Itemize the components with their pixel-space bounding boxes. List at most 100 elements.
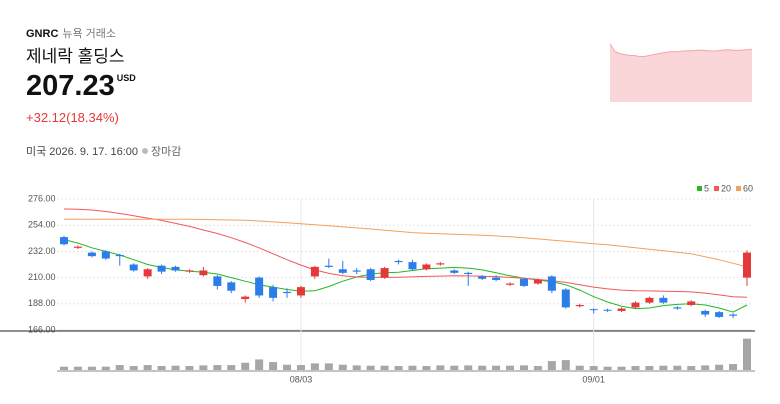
volume-bar xyxy=(701,365,710,370)
volume-bar xyxy=(492,365,501,370)
candle-body xyxy=(478,276,487,279)
volume-bar xyxy=(561,360,570,370)
candle-body xyxy=(380,268,389,278)
volume-bar xyxy=(450,365,459,370)
volume-bar xyxy=(157,366,166,370)
candle-body xyxy=(617,308,626,311)
ma-line xyxy=(64,218,748,268)
candle-body xyxy=(687,301,696,305)
volume-bar xyxy=(338,364,347,370)
candle-body xyxy=(436,263,445,265)
legend-label: 5 xyxy=(704,183,709,193)
candle-body xyxy=(60,237,68,245)
intraday-line xyxy=(609,43,753,57)
y-tick-label: 232.00 xyxy=(28,246,56,256)
candle-body xyxy=(199,270,208,276)
currency: USD xyxy=(116,73,136,83)
candle-body xyxy=(310,266,319,277)
exchange: 뉴욕 거래소 xyxy=(62,28,117,40)
volume-bar xyxy=(631,366,640,370)
volume-bar xyxy=(171,365,180,370)
volume-bar xyxy=(408,365,417,370)
candle-body xyxy=(533,279,542,284)
candle-body xyxy=(575,304,584,307)
volume-bar xyxy=(199,365,208,370)
market-status: 장마감 xyxy=(150,146,182,158)
volume-bar xyxy=(729,364,738,370)
volume-bar xyxy=(687,366,696,370)
y-tick-label: 276.00 xyxy=(28,193,56,203)
candle-body xyxy=(185,270,194,272)
candle-body xyxy=(673,307,682,309)
legend-label: 60 xyxy=(743,183,753,193)
candle-body xyxy=(115,254,124,257)
ma-line xyxy=(63,239,748,313)
volume-bar xyxy=(589,366,598,370)
candle-body xyxy=(324,265,333,267)
legend-swatch xyxy=(697,186,702,191)
intraday-area xyxy=(610,43,752,102)
candle-body xyxy=(129,264,138,271)
candle-body xyxy=(743,252,751,278)
candle-body xyxy=(255,277,264,296)
legend-swatch xyxy=(714,186,720,191)
candle-body xyxy=(143,269,152,277)
volume-bar xyxy=(87,366,96,370)
volume-bar xyxy=(310,363,319,370)
candle-body xyxy=(73,246,82,248)
volume-bar xyxy=(296,365,305,370)
ticker: GNRC xyxy=(26,28,59,40)
volume-bar xyxy=(547,361,556,370)
x-tick-label: 08/03 xyxy=(290,374,313,384)
volume-bar xyxy=(506,365,515,370)
volume-bar xyxy=(645,366,654,370)
company-name: 제네락 홀딩스 xyxy=(26,47,125,66)
candle-body xyxy=(450,270,459,273)
candle-body xyxy=(408,262,417,270)
candle-body xyxy=(157,265,166,272)
volume-bar xyxy=(533,366,542,370)
candle-body xyxy=(659,297,668,303)
candle-body xyxy=(422,264,431,270)
candle-body xyxy=(506,283,515,285)
candle-body xyxy=(394,260,403,263)
candle-body xyxy=(283,291,292,294)
volume-bar xyxy=(324,363,333,370)
candle-body xyxy=(87,252,96,257)
volume-bar xyxy=(617,366,626,370)
candle-body xyxy=(171,266,180,271)
volume-bar xyxy=(464,365,473,370)
volume-bar xyxy=(394,366,403,370)
candle-body xyxy=(366,269,375,280)
candle-body xyxy=(631,302,640,308)
candle-body xyxy=(561,289,570,308)
y-tick-label: 254.00 xyxy=(28,220,56,230)
volume-bar xyxy=(60,366,68,370)
volume-bar xyxy=(519,365,528,370)
price-change: +32.12(18.34%) xyxy=(26,110,119,125)
ma-line xyxy=(63,208,748,298)
candle-body xyxy=(519,278,528,286)
y-tick-label: 188.00 xyxy=(28,298,56,308)
volume-bar xyxy=(255,359,264,370)
volume-bar xyxy=(269,362,278,370)
legend-label: 20 xyxy=(721,183,731,193)
price-line: 207.23 USD xyxy=(26,70,136,103)
volume-bar xyxy=(575,365,584,370)
candle-body xyxy=(715,312,724,317)
price: 207.23 xyxy=(26,70,115,102)
candle-body xyxy=(547,276,556,291)
x-tick-label: 09/01 xyxy=(582,374,605,384)
volume-bar xyxy=(743,338,751,370)
volume-bar xyxy=(478,365,487,370)
status-dot xyxy=(141,148,148,154)
candle-body xyxy=(589,309,598,311)
candle-body xyxy=(645,297,654,303)
candle-body xyxy=(338,269,347,273)
volume-bar xyxy=(143,365,152,370)
volume-bar xyxy=(115,365,124,370)
volume-bar xyxy=(380,365,389,370)
volume-bar xyxy=(352,365,361,370)
volume-bar xyxy=(283,364,292,370)
